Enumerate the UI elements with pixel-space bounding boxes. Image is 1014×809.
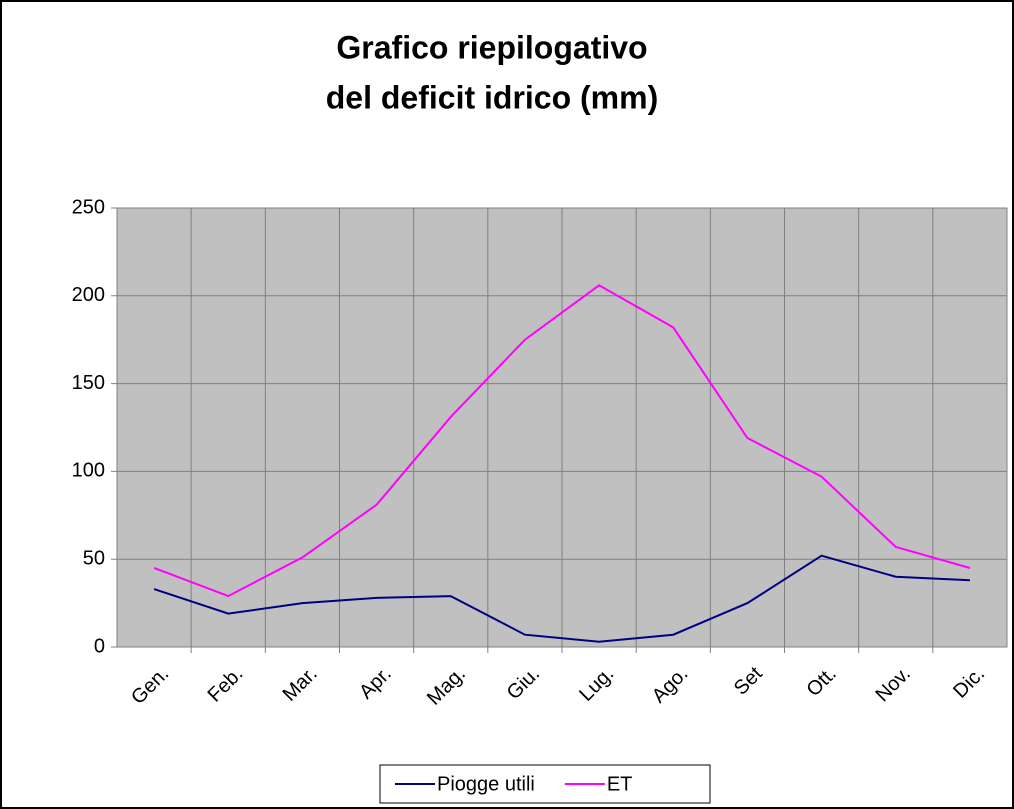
series-line — [153, 554, 970, 643]
legend-label: Piogge utili — [437, 773, 535, 795]
series-line — [153, 284, 971, 598]
y-tick-label: 100 — [72, 460, 105, 482]
y-tick-label: 50 — [83, 547, 105, 569]
chart-title: Grafico riepilogativo — [336, 29, 647, 65]
y-tick-label: 150 — [72, 372, 105, 394]
y-tick-label: 200 — [72, 284, 105, 306]
y-tick-label: 250 — [72, 196, 105, 218]
legend-label: ET — [607, 773, 633, 795]
chart-title: del deficit idrico (mm) — [326, 79, 658, 115]
y-tick-label: 0 — [94, 635, 105, 657]
